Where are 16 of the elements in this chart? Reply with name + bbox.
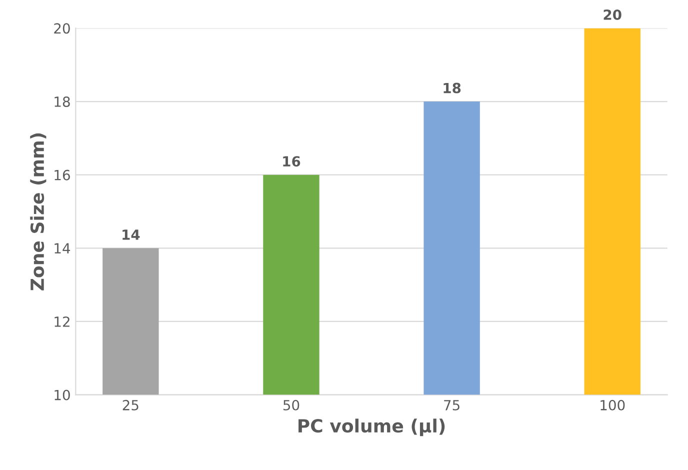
x-tick-label: 25 bbox=[122, 400, 138, 410]
data-label: 20 bbox=[604, 9, 622, 20]
y-axis-title: Zone Size (mm) bbox=[30, 133, 46, 290]
y-tick-label: 12 bbox=[54, 316, 70, 327]
x-tick-label: 75 bbox=[444, 400, 460, 410]
y-tick-label: 10 bbox=[54, 390, 70, 400]
y-tick-label: 14 bbox=[54, 243, 70, 254]
data-label: 16 bbox=[283, 156, 300, 167]
data-label: 18 bbox=[444, 82, 461, 94]
y-tick-label: 20 bbox=[54, 23, 70, 34]
x-axis-title: PC volume (µl) bbox=[298, 418, 445, 436]
y-tick-label: 16 bbox=[54, 170, 70, 180]
y-tick-label: 18 bbox=[54, 96, 70, 107]
data-label: 14 bbox=[122, 230, 140, 240]
x-tick-label: 100 bbox=[600, 400, 625, 410]
x-tick-label: 50 bbox=[283, 400, 300, 410]
